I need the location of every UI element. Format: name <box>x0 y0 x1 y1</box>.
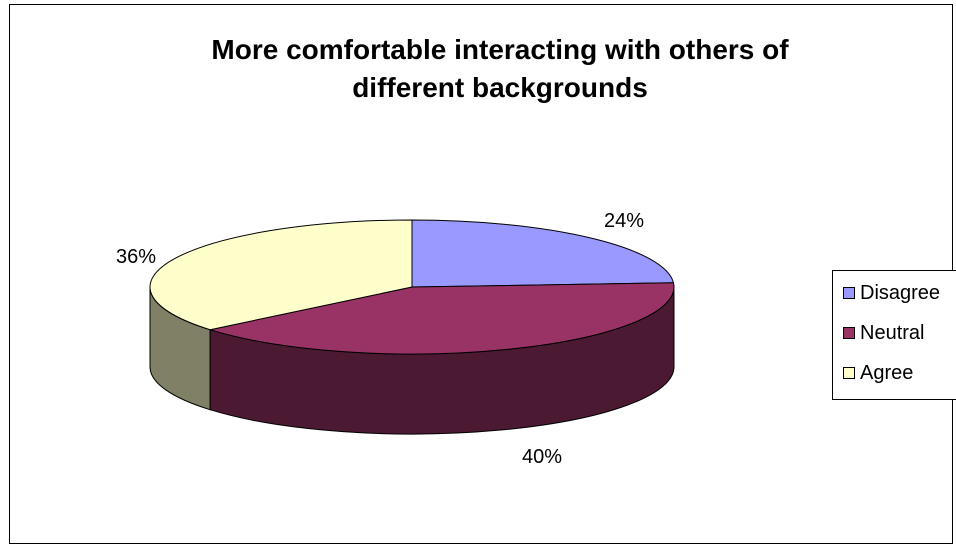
legend-swatch-neutral <box>843 327 855 339</box>
legend-label-neutral: Neutral <box>860 321 925 344</box>
chart-title-line-1: More comfortable interacting with others… <box>211 34 789 65</box>
chart-title: More comfortable interacting with others… <box>10 31 956 107</box>
chart-area: More comfortable interacting with others… <box>9 4 956 544</box>
legend-item-disagree: Disagree <box>843 281 940 305</box>
legend-swatch-agree <box>843 367 855 379</box>
legend-item-agree: Agree <box>843 361 913 385</box>
pie-slice-neutral <box>208 282 675 355</box>
pie-chart: 24% 40% 36% <box>116 210 675 468</box>
chart-title-line-2: different backgrounds <box>352 72 648 103</box>
legend-label-agree: Agree <box>860 361 914 384</box>
chart-legend: Disagree Neutral Agree <box>832 270 956 400</box>
data-label-agree: 36% <box>116 246 156 268</box>
pie-slice-disagree <box>411 219 675 288</box>
data-label-disagree: 24% <box>604 210 644 232</box>
data-label-neutral: 40% <box>522 446 562 468</box>
pie-slice-agree <box>149 219 413 331</box>
legend-swatch-disagree <box>843 287 855 299</box>
legend-item-neutral: Neutral <box>843 321 924 345</box>
legend-label-disagree: Disagree <box>860 281 941 304</box>
